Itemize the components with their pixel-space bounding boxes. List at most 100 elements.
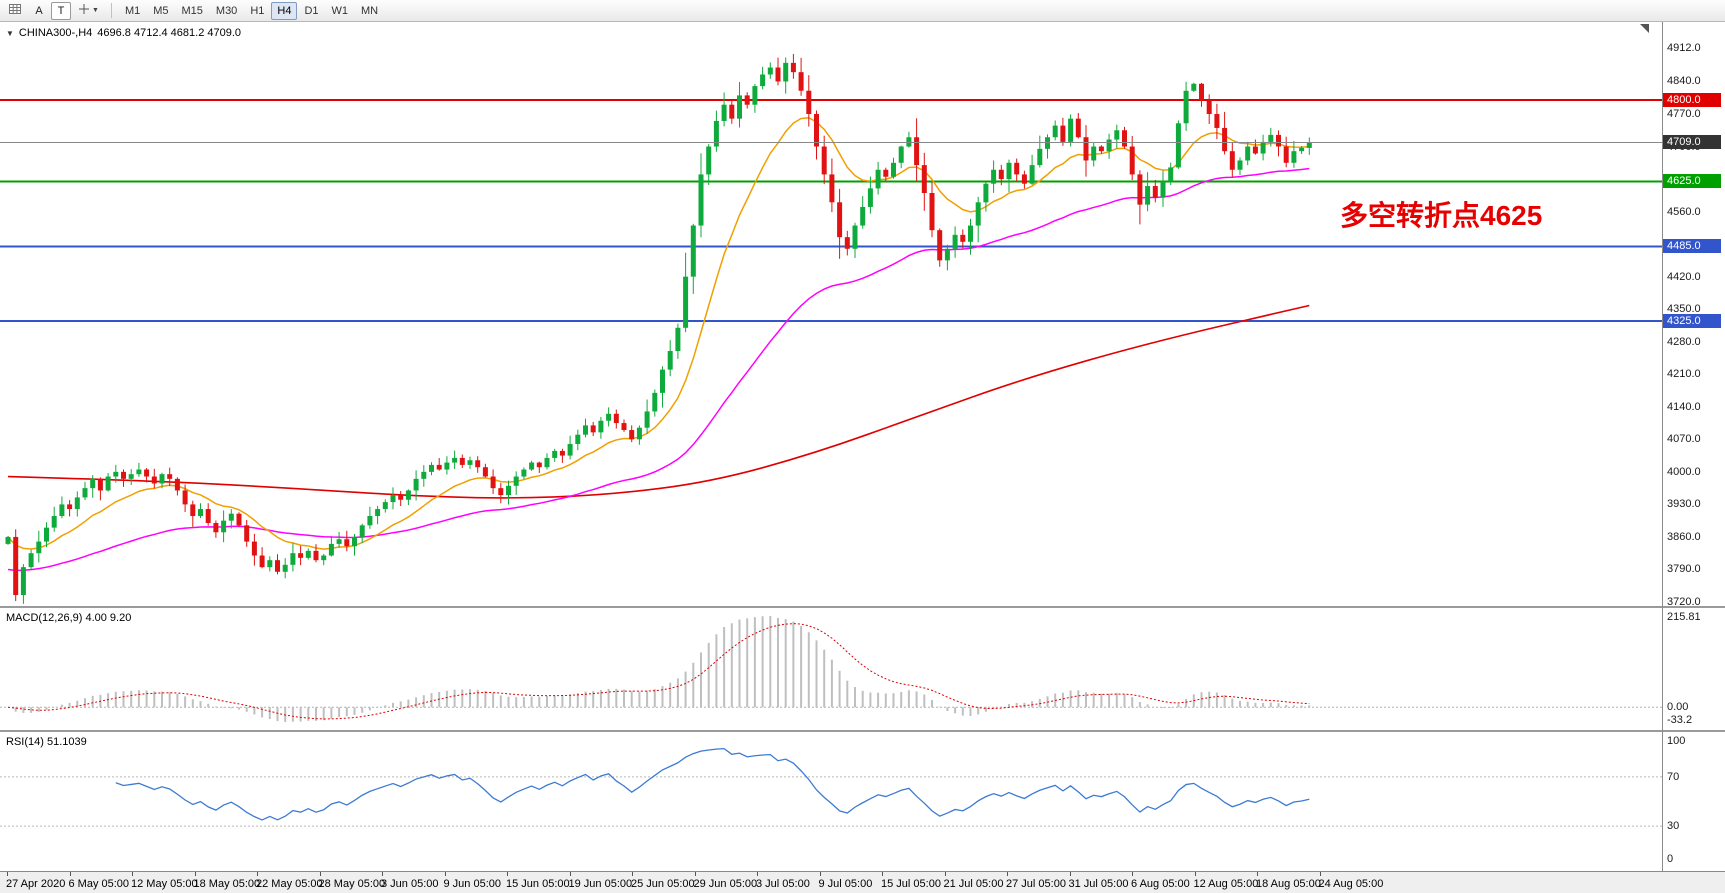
time-label: 31 Jul 05:00 (1068, 878, 1129, 890)
time-tick (757, 872, 758, 876)
rsi-axis-label: 0 (1667, 853, 1674, 865)
timeframe-button-h1[interactable]: H1 (250, 4, 265, 17)
time-tick (444, 872, 446, 876)
time-tick (319, 872, 321, 876)
rsi-indicator-canvas[interactable] (0, 732, 1662, 871)
price-badge-4625-0: 4625.0 (1663, 174, 1721, 189)
timeframe-button-w1[interactable]: W1 (331, 4, 349, 17)
panel-splitter[interactable] (0, 606, 1725, 608)
time-tick (1319, 872, 1321, 876)
time-label: 22 May 05:00 (256, 878, 323, 890)
time-tick (882, 872, 883, 876)
time-tick (257, 872, 258, 876)
rsi-label: RSI(14) 51.1039 (6, 736, 87, 748)
price-tick-label: 4140.0 (1667, 400, 1701, 413)
chevron-down-icon: ▼ (92, 7, 99, 14)
rsi-axis-label: 30 (1667, 820, 1680, 833)
time-tick (819, 872, 821, 876)
price-badge-4485-0: 4485.0 (1663, 239, 1721, 254)
time-tick (194, 872, 196, 876)
time-label: 18 May 05:00 (193, 878, 261, 890)
ohlc-quote: 4696.8 4712.4 4681.2 4709.0 (97, 27, 242, 39)
time-label: 3 Jun 05:00 (381, 878, 439, 890)
time-tick (1007, 872, 1008, 876)
grid-icon (9, 3, 22, 18)
price-tick-label: 4070.0 (1667, 433, 1701, 446)
time-label: 9 Jun 05:00 (443, 878, 502, 890)
time-label: 19 Jun 05:00 (568, 878, 633, 890)
time-tick (1132, 872, 1133, 876)
price-tick-label: 3720.0 (1667, 596, 1701, 608)
macd-axis-zero: 0.00 (1667, 701, 1689, 714)
time-tick (1069, 872, 1071, 876)
price-tick-label: 3790.0 (1667, 563, 1701, 576)
price-tick-label: 3930.0 (1667, 498, 1701, 511)
price-tick-label: 4210.0 (1667, 368, 1701, 381)
text-tool-button[interactable]: T (51, 1, 71, 20)
time-label: 27 Apr 2020 (6, 878, 66, 890)
time-label: 25 Jun 05:00 (631, 878, 695, 890)
macd-indicator-canvas[interactable] (0, 608, 1662, 730)
symbol-dropdown-icon[interactable]: ▼ (6, 28, 14, 38)
time-label: 12 May 05:00 (131, 878, 198, 890)
time-tick (694, 872, 696, 876)
time-tick (7, 872, 8, 876)
price-tick-label: 4912.0 (1667, 42, 1701, 54)
chart-shift-marker[interactable] (1640, 24, 1649, 33)
chart-header: ▼ CHINA300-,H4 4696.8 4712.4 4681.2 4709… (6, 27, 241, 39)
time-label: 24 Aug 05:00 (1318, 878, 1384, 890)
time-label: 21 Jul 05:00 (943, 878, 1004, 890)
price-badge-4709-0: 4709.0 (1663, 135, 1721, 150)
time-tick (632, 872, 633, 876)
time-label: 27 Jul 05:00 (1006, 878, 1066, 890)
time-tick (507, 872, 508, 876)
price-axis-border (1662, 22, 1663, 871)
rsi-axis-label: 70 (1667, 770, 1680, 783)
toolbar-separator (110, 3, 112, 18)
rsi-axis-label: 100 (1667, 735, 1686, 747)
price-badge-4325-0: 4325.0 (1663, 313, 1721, 328)
time-tick (1257, 872, 1258, 876)
time-axis[interactable]: 27 Apr 2020 6 May 05:00 12 May 05:00 18 May… (0, 871, 1725, 893)
toolbar: A T ▼ M1 M5 M15 M30 H1 H4 D1 W1 MN (0, 0, 1725, 22)
macd-axis-max: 215.81 (1667, 611, 1701, 623)
grid-button[interactable] (4, 2, 27, 20)
time-tick (69, 872, 71, 876)
timeframe-button-m15[interactable]: M15 (181, 4, 203, 17)
time-tick (382, 872, 383, 876)
time-label: 29 Jun 05:00 (693, 878, 758, 890)
price-tick-label: 4560.0 (1667, 205, 1701, 218)
time-tick (569, 872, 571, 876)
price-tick-label: 4770.0 (1667, 107, 1701, 120)
time-tick (944, 872, 946, 876)
timeframe-button-d1[interactable]: D1 (304, 4, 319, 17)
macd-label: MACD(12,26,9) 4.00 9.20 (6, 612, 132, 624)
cursor-tool-button[interactable]: ▼ (73, 2, 104, 20)
time-tick (132, 872, 133, 876)
time-label: 9 Jul 05:00 (818, 878, 873, 890)
font-tool-button[interactable]: A (35, 4, 43, 17)
price-tick-label: 4280.0 (1667, 335, 1701, 348)
time-label: 3 Jul 05:00 (756, 878, 810, 890)
price-chart-canvas[interactable] (0, 22, 1662, 606)
symbol-label: CHINA300-,H4 (18, 27, 93, 39)
time-label: 18 Aug 05:00 (1256, 878, 1321, 890)
price-tick-label: 4420.0 (1667, 270, 1701, 283)
timeframe-button-h4[interactable]: H4 (271, 1, 298, 20)
price-tick-label: 4000.0 (1667, 465, 1701, 478)
price-tick-label: 3860.0 (1667, 530, 1701, 543)
panel-splitter[interactable] (0, 730, 1725, 732)
timeframe-group: M1 M5 M15 M30 H1 H4 D1 W1 MN (119, 1, 384, 20)
timeframe-button-m30[interactable]: M30 (215, 4, 238, 17)
time-label: 6 May 05:00 (68, 878, 130, 890)
timeframe-button-mn[interactable]: MN (361, 4, 379, 17)
crosshair-icon (78, 3, 90, 18)
time-label: 28 May 05:00 (318, 878, 386, 890)
timeframe-button-m5[interactable]: M5 (153, 4, 169, 17)
annotation-text: 多空转折点4625 (1340, 200, 1543, 231)
time-label: 12 Aug 05:00 (1193, 878, 1259, 890)
price-tick-label: 4840.0 (1667, 75, 1701, 88)
timeframe-button-m1[interactable]: M1 (124, 4, 141, 17)
price-tick-label: 4350.0 (1667, 303, 1701, 316)
